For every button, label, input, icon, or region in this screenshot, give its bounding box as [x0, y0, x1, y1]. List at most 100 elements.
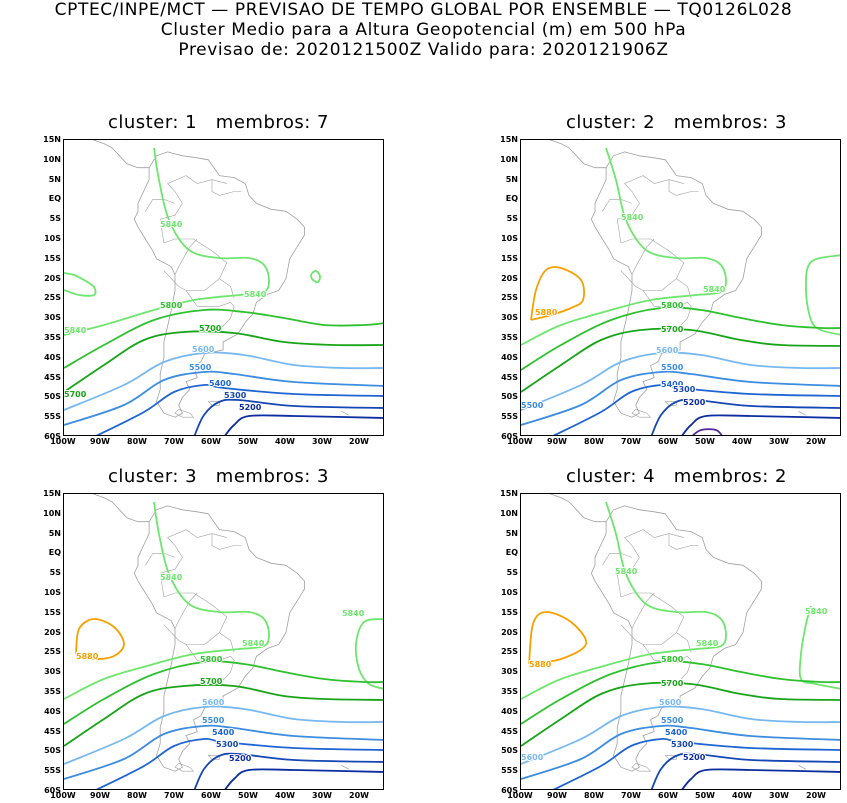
lat-label: 5N: [48, 174, 61, 184]
lon-label: 70W: [164, 437, 184, 446]
lat-label: 55S: [501, 766, 518, 776]
lat-label: 45S: [501, 372, 518, 382]
coastline-south-america: [590, 151, 762, 418]
contour-label: 5840: [64, 326, 87, 335]
country-border: [616, 175, 685, 291]
coastline-central-america: [549, 140, 607, 169]
contour-label: 5200: [239, 403, 262, 412]
contour-label: 5200: [229, 754, 252, 763]
lat-label: 40S: [501, 352, 518, 362]
island-outline: [798, 411, 807, 416]
map-panel-2: 5840 5840 5880 5800 5700 5600 5500 5400 5300 5200…: [520, 139, 841, 436]
lon-label: 20W: [806, 791, 826, 800]
lat-label: 5N: [505, 528, 518, 538]
country-border: [642, 644, 692, 685]
country-border: [159, 529, 228, 645]
lon-label: 30W: [312, 791, 332, 800]
lat-label: 10S: [44, 234, 61, 243]
contour-label: 5500: [189, 363, 212, 372]
contour-5840: [310, 270, 321, 284]
contour-5800: [64, 308, 383, 369]
coastline-central-america: [92, 140, 150, 169]
chart-title-line-3: Previsao de: 2020121500Z Valido para: 20…: [178, 40, 669, 60]
contour-label: 5700: [200, 677, 223, 686]
contour-5840: [64, 501, 270, 700]
lat-label: 50S: [44, 392, 61, 402]
country-border: [211, 179, 242, 196]
lon-label: 50W: [695, 791, 715, 800]
lon-label: 40W: [275, 791, 295, 800]
contour-label: 5500: [661, 716, 684, 725]
panel-title-4: cluster: 4 membros: 2: [566, 466, 788, 487]
lat-label: EQ: [505, 194, 518, 204]
contour-5200: [681, 768, 840, 789]
lon-label: 50W: [238, 791, 258, 800]
lat-label: 15S: [44, 607, 61, 617]
lon-label: 100W: [507, 437, 533, 446]
lon-label: 80W: [584, 791, 604, 800]
country-border: [145, 553, 176, 566]
coastline-south-america: [133, 505, 305, 772]
lon-label: 40W: [732, 437, 752, 446]
contour-label: 5600: [521, 753, 544, 762]
contour-label: 5840: [160, 220, 183, 229]
contour-5600: [521, 351, 840, 411]
lon-label: 70W: [621, 437, 641, 446]
lat-label: 40S: [44, 352, 61, 362]
country-border: [219, 632, 235, 653]
lat-label: 35S: [501, 687, 518, 696]
contour-label: 5800: [200, 655, 223, 664]
contour-label: 5600: [659, 698, 682, 707]
country-border: [602, 553, 633, 566]
lat-label: 50S: [501, 746, 518, 756]
contour-label: 5880: [529, 660, 552, 669]
country-border: [642, 290, 692, 331]
lat-label: 30S: [44, 313, 61, 323]
lat-label: 55S: [44, 412, 61, 422]
lat-label: 10N: [500, 154, 518, 164]
lon-label: 100W: [50, 437, 76, 446]
lat-label: 40S: [44, 706, 61, 716]
contour-label: 5400: [661, 380, 684, 389]
lat-label: 55S: [501, 412, 518, 422]
lon-label: 50W: [695, 437, 715, 446]
panel-title-3: cluster: 3 membros: 3: [108, 466, 330, 487]
island-outline: [341, 411, 350, 416]
country-border: [219, 278, 235, 299]
island-outline: [798, 765, 807, 770]
lon-label: 100W: [507, 791, 533, 800]
island-outline: [341, 765, 350, 770]
contour-5400: [96, 737, 383, 789]
lon-label: 80W: [127, 437, 147, 446]
contour-5840: [805, 254, 840, 336]
contour-5800: [521, 306, 840, 371]
lon-label: 60W: [658, 437, 678, 446]
coastline-central-america: [549, 494, 607, 523]
country-border: [668, 533, 699, 550]
contour-5200: [224, 414, 383, 435]
contour-label: 5200: [683, 398, 706, 407]
lat-label: 25S: [501, 647, 518, 657]
lon-label: 90W: [547, 437, 567, 446]
lon-label: 70W: [621, 791, 641, 800]
contour-label: 5500: [521, 401, 544, 410]
lat-label: 25S: [44, 647, 61, 657]
contour-5800: [64, 660, 383, 725]
lat-label: EQ: [48, 194, 61, 204]
lat-label: 15N: [500, 135, 518, 144]
lat-label: 15N: [500, 489, 518, 498]
contour-label: 5840: [615, 567, 638, 576]
map-svg-3: 5840 5840 5840 5880 5800 5700 5600 5500 5400 5300…: [64, 494, 383, 789]
contour-label: 5840: [621, 213, 644, 222]
country-border: [668, 179, 699, 196]
contour-5600: [64, 351, 383, 411]
contour-5700: [64, 330, 383, 393]
country-border: [676, 632, 692, 653]
lat-label: 45S: [44, 372, 61, 382]
island-outline: [631, 762, 652, 772]
island-outline: [174, 762, 195, 772]
contour-label: 5880: [535, 308, 558, 317]
lon-label: 60W: [201, 437, 221, 446]
island-outline: [207, 401, 220, 406]
